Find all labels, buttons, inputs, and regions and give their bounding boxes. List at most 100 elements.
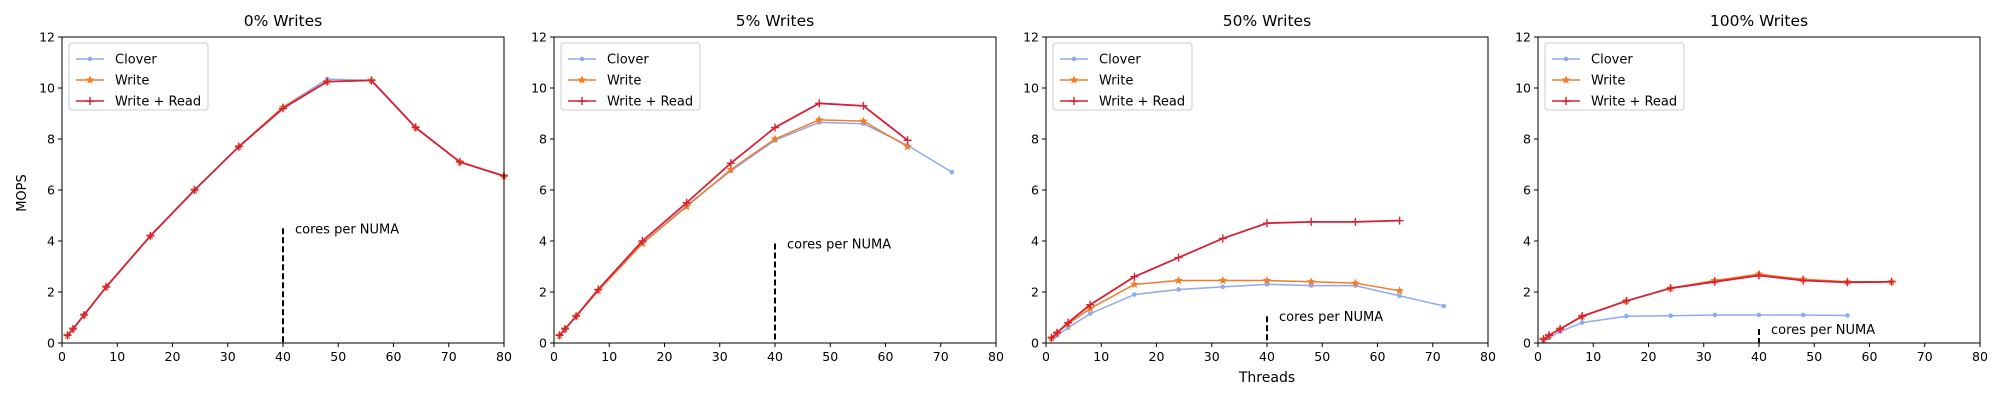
y-tick-label: 0 <box>47 336 55 351</box>
series-clover <box>65 76 507 338</box>
x-tick-label: 20 <box>165 349 181 364</box>
x-tick-label: 80 <box>496 349 512 364</box>
legend: Clover Write Write + Read <box>1544 42 1685 111</box>
legend-label-write: Write <box>607 74 641 89</box>
data-point-clover <box>1800 312 1806 318</box>
series-write-read <box>555 99 912 340</box>
data-point-write <box>1130 279 1139 289</box>
x-tick-label: 70 <box>1917 349 1933 364</box>
data-point-clover <box>1579 320 1585 325</box>
data-point-clover <box>1712 312 1718 318</box>
chart-panel-4: 100% Writes 0 2 4 6 8 10 12 0 10 20 30 40 50 60 70 80 cor… <box>1515 12 1988 364</box>
legend-label-write-read: Write + Read <box>607 95 693 110</box>
chart-title: 0% Writes <box>244 12 323 30</box>
y-tick-label: 2 <box>539 285 547 300</box>
y-tick-label: 8 <box>47 132 55 147</box>
data-point-write <box>1262 275 1272 285</box>
y-axis-label: MOPS <box>15 174 30 212</box>
data-point-clover <box>1756 312 1762 318</box>
chart-panel-2: 5% Writes 0 2 4 6 8 10 12 0 10 20 30 40 50 60 70 80 cores… <box>531 12 1004 364</box>
legend-marker-write <box>1561 75 1571 84</box>
data-point-write-read <box>1622 296 1631 305</box>
y-tick-label: 2 <box>1031 285 1039 300</box>
x-tick-label: 0 <box>1042 349 1050 364</box>
legend-marker-clover <box>1071 56 1077 62</box>
data-point-write-read <box>771 123 779 132</box>
data-point-write-read <box>367 76 376 85</box>
data-point-write-read <box>1263 219 1271 228</box>
y-tick-label: 8 <box>1523 132 1531 147</box>
legend-label-write: Write <box>1591 74 1625 89</box>
data-point-write-read <box>69 324 78 333</box>
plot-frame <box>1045 36 1489 344</box>
y-tick-label: 0 <box>539 336 547 351</box>
x-tick-label: 30 <box>1204 349 1220 364</box>
y-tick-label: 4 <box>539 234 547 249</box>
data-point-write-read <box>1064 318 1073 327</box>
data-point-write-read <box>903 136 912 145</box>
data-point-write-read <box>234 142 243 151</box>
legend-marker-clover <box>87 56 93 62</box>
x-tick-label: 80 <box>1480 349 1496 364</box>
data-point-write-read <box>1710 277 1719 286</box>
legend-label-write-read: Write + Read <box>1099 95 1185 110</box>
legend-label-clover: Clover <box>607 53 649 68</box>
legend-marker-write <box>1069 75 1079 84</box>
series-clover <box>1049 282 1447 342</box>
data-point-clover <box>949 169 955 175</box>
legend-label-clover: Clover <box>115 53 157 68</box>
legend-label-clover: Clover <box>1099 53 1141 68</box>
x-tick-label: 50 <box>330 349 346 364</box>
legend-marker-clover <box>1563 56 1569 62</box>
x-tick-label: 70 <box>441 349 457 364</box>
y-tick-label: 10 <box>1515 81 1531 96</box>
data-point-write-read <box>190 186 199 194</box>
data-point-write <box>1218 275 1228 285</box>
x-tick-label: 60 <box>1370 349 1386 364</box>
x-tick-label: 60 <box>386 349 402 364</box>
data-point-write-read <box>726 159 735 168</box>
x-tick-label: 50 <box>822 349 838 364</box>
x-tick-label: 30 <box>712 349 728 364</box>
data-point-write <box>814 115 824 124</box>
x-tick-label: 10 <box>1585 349 1601 364</box>
y-tick-label: 4 <box>1031 234 1039 249</box>
y-tick-label: 8 <box>539 132 547 147</box>
y-tick-label: 12 <box>531 30 547 45</box>
plot-frame <box>1537 36 1981 344</box>
data-point-write-read <box>63 331 72 340</box>
data-point-write-read <box>1666 284 1675 293</box>
series-write <box>63 75 509 340</box>
data-point-write <box>903 142 912 151</box>
data-point-write-read <box>1174 253 1183 262</box>
data-point-write-read <box>1755 271 1763 280</box>
data-point-write <box>1351 278 1360 287</box>
series-line-write <box>558 119 908 336</box>
data-point-clover <box>1668 313 1673 319</box>
data-point-write-read <box>323 77 332 86</box>
data-point-write-read <box>1047 333 1056 342</box>
data-point-write-read <box>815 99 824 108</box>
data-point-write-read <box>561 324 570 333</box>
x-tick-label: 50 <box>1314 349 1330 364</box>
legend-marker-write-read <box>86 97 94 105</box>
x-tick-label: 20 <box>1149 349 1165 364</box>
legend-marker-write-read <box>1070 97 1078 105</box>
data-point-write-read <box>572 312 581 321</box>
x-tick-label: 30 <box>220 349 236 364</box>
x-axis-label: Threads <box>1238 370 1295 386</box>
annotation-label: cores per NUMA <box>1771 323 1875 338</box>
data-point-clover <box>1132 292 1137 297</box>
data-point-write-read <box>1887 277 1896 286</box>
data-point-write-read <box>1053 328 1062 337</box>
legend-marker-write <box>85 75 95 84</box>
chart-title: 50% Writes <box>1223 12 1311 30</box>
data-point-write-read <box>638 237 647 245</box>
y-tick-label: 6 <box>1031 183 1039 198</box>
x-tick-label: 40 <box>767 349 783 364</box>
data-point-clover <box>1624 313 1629 319</box>
data-point-write-read <box>682 198 691 207</box>
data-point-clover <box>1397 293 1402 299</box>
data-point-write-read <box>1130 272 1139 281</box>
y-tick-label: 0 <box>1523 336 1531 351</box>
